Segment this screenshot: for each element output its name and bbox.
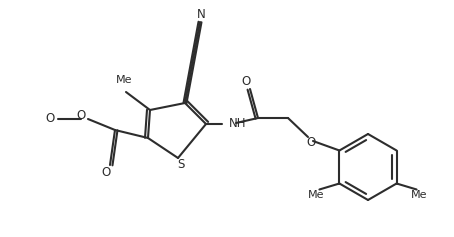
Text: NH: NH bbox=[229, 117, 247, 129]
Text: N: N bbox=[197, 8, 205, 20]
Text: O: O bbox=[306, 137, 316, 150]
Text: O: O bbox=[45, 111, 54, 124]
Text: S: S bbox=[178, 159, 185, 172]
Text: Me: Me bbox=[116, 75, 132, 85]
Text: Me: Me bbox=[308, 191, 325, 201]
Text: O: O bbox=[101, 167, 111, 179]
Text: Me: Me bbox=[411, 191, 428, 201]
Text: O: O bbox=[76, 109, 86, 122]
Text: O: O bbox=[242, 74, 251, 87]
